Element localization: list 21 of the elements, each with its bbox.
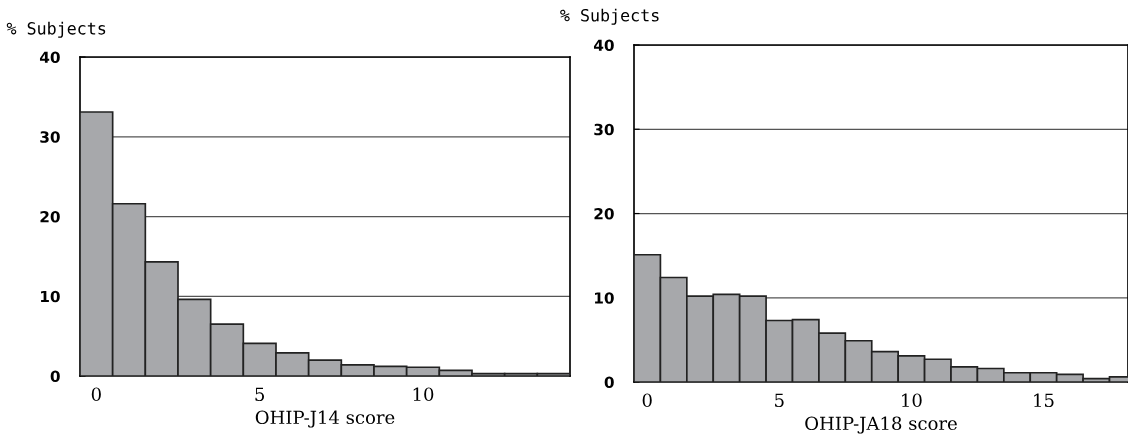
x-axis-title: OHIP-JA18 score bbox=[805, 416, 957, 434]
x-tick-label: 10 bbox=[413, 387, 434, 402]
y-axis-title: % Subjects bbox=[560, 8, 659, 25]
y-tick-label: 30 bbox=[594, 123, 614, 136]
y-tick-label: 20 bbox=[40, 210, 60, 223]
x-tick-label: 5 bbox=[255, 387, 265, 402]
y-tick-label: 10 bbox=[595, 292, 614, 304]
x-tick-label: 0 bbox=[642, 393, 652, 408]
y-tick-label: 20 bbox=[594, 207, 614, 220]
y-tick-label: 30 bbox=[40, 131, 60, 143]
y-axis-title: % Subjects bbox=[6, 21, 106, 38]
x-tick-label: 10 bbox=[902, 393, 922, 408]
y-tick-label: 10 bbox=[41, 290, 60, 303]
y-tick-label: 0 bbox=[604, 376, 614, 389]
y-tick-label: 40 bbox=[593, 39, 614, 52]
x-axis-title: OHIP-J14 score bbox=[255, 410, 395, 428]
x-tick-label: 0 bbox=[91, 387, 101, 402]
y-tick-label: 0 bbox=[50, 370, 60, 383]
x-tick-label: 15 bbox=[1034, 393, 1054, 408]
x-tick-label: 5 bbox=[775, 393, 784, 408]
y-tick-label: 40 bbox=[39, 51, 60, 64]
